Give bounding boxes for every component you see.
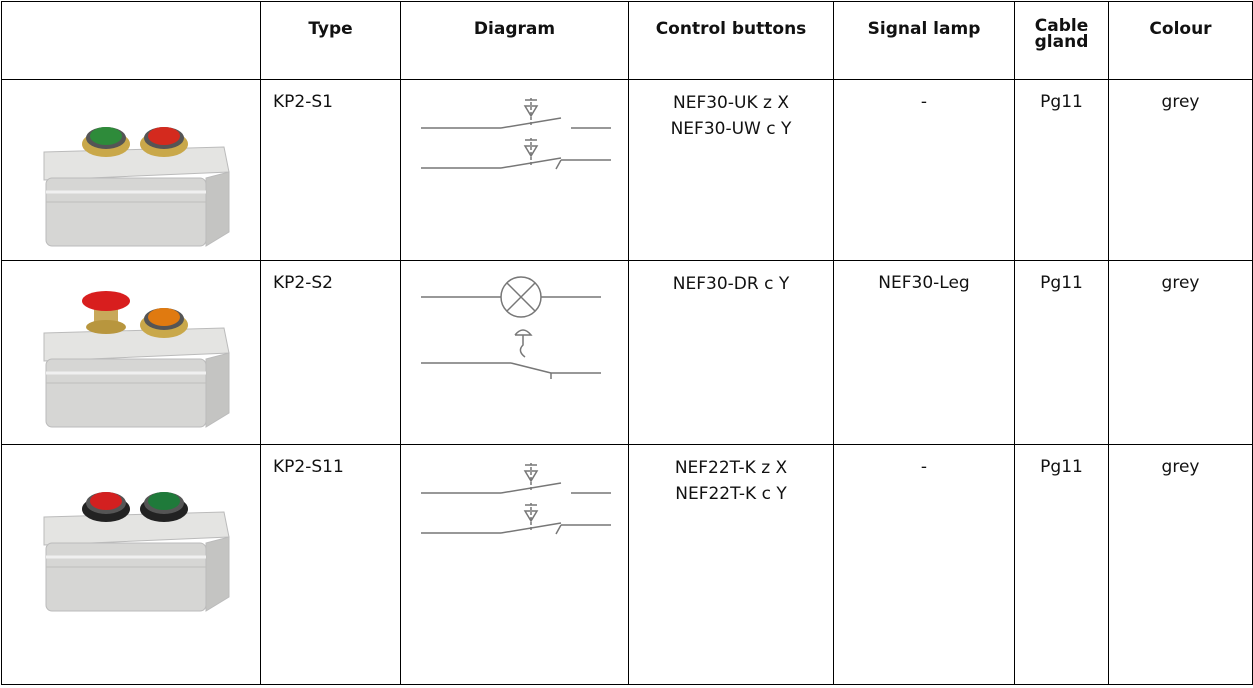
shape — [45, 542, 207, 612]
signal-lamp-cell: - — [833, 79, 1015, 261]
header-cell: Type — [260, 1, 401, 80]
table-body: KP2-S1 NEF30-UK z X NEF30-UW c Y - Pg11 g… — [1, 79, 1253, 685]
control-button: NEF30-DR c Y — [672, 274, 790, 294]
header-cell: Cable gland — [1014, 1, 1109, 80]
control-button: NEF22T-K z X — [674, 458, 788, 478]
shape — [205, 171, 230, 247]
shape — [523, 99, 539, 118]
shape — [555, 159, 562, 170]
shape — [43, 511, 230, 546]
control-buttons-cell: NEF22T-K z X NEF22T-K c Y — [628, 444, 834, 685]
cable-gland-cell: Pg11 — [1014, 444, 1109, 685]
shape — [43, 327, 230, 362]
header-cell — [1, 1, 261, 80]
shape — [148, 308, 180, 326]
signal-lamp-cell: - — [833, 444, 1015, 685]
shape — [90, 492, 122, 510]
control-button: NEF30-UK z X — [673, 93, 789, 113]
circuit-diagram — [421, 98, 611, 170]
shape — [514, 329, 533, 358]
signal-lamp-cell: NEF30-Leg — [833, 260, 1015, 445]
colour-cell: grey — [1108, 79, 1253, 261]
product-photo — [43, 127, 230, 247]
product-row: KP2-S2 NEF30-DR c Y NEF30-Leg Pg11 grey — [1, 260, 1253, 445]
shape — [523, 139, 539, 158]
control-button: NEF30-UW c Y — [670, 119, 792, 139]
shape — [82, 291, 130, 311]
product-row: KP2-S1 NEF30-UK z X NEF30-UW c Y - Pg11 g… — [1, 79, 1253, 261]
header-cell: Control buttons — [628, 1, 834, 80]
circuit-diagram — [421, 276, 601, 379]
shape — [45, 358, 207, 428]
control-buttons-cell: NEF30-UK z X NEF30-UW c Y — [628, 79, 834, 261]
shape — [506, 282, 536, 312]
type-cell: KP2-S2 — [260, 260, 401, 445]
shape — [43, 146, 230, 181]
shape — [205, 352, 230, 428]
shape — [148, 127, 180, 145]
cable-gland-cell: Pg11 — [1014, 260, 1109, 445]
colour-cell: grey — [1108, 444, 1253, 685]
diagram-cell — [400, 444, 629, 685]
shape — [555, 524, 562, 535]
photo-cell — [1, 79, 261, 261]
shape — [148, 492, 180, 510]
circuit-diagram — [421, 463, 611, 535]
photo-cell — [1, 260, 261, 445]
diagram-cell — [400, 79, 629, 261]
shape — [523, 464, 539, 483]
shape — [510, 362, 552, 374]
shape — [45, 177, 207, 247]
control-button: NEF22T-K c Y — [675, 484, 787, 504]
shape — [90, 127, 122, 145]
diagram-cell — [400, 260, 629, 445]
shape — [523, 504, 539, 523]
header-row: Type Diagram Control buttons Signal lamp… — [1, 1, 1253, 80]
cable-gland-cell: Pg11 — [1014, 79, 1109, 261]
table-head: Type Diagram Control buttons Signal lamp… — [1, 1, 1253, 80]
header-cell: Signal lamp — [833, 1, 1015, 80]
shape — [86, 320, 126, 334]
control-buttons-cell: NEF30-DR c Y — [628, 260, 834, 445]
shape — [205, 536, 230, 612]
product-row: KP2-S11 NEF22T-K z X NEF22T-K c Y - Pg11 … — [1, 444, 1253, 685]
product-photo — [43, 291, 230, 428]
colour-cell: grey — [1108, 260, 1253, 445]
type-cell: KP2-S11 — [260, 444, 401, 685]
product-photo — [43, 492, 230, 612]
header-cell: Diagram — [400, 1, 629, 80]
header-cell: Colour — [1108, 1, 1253, 80]
type-cell: KP2-S1 — [260, 79, 401, 261]
photo-cell — [1, 444, 261, 685]
